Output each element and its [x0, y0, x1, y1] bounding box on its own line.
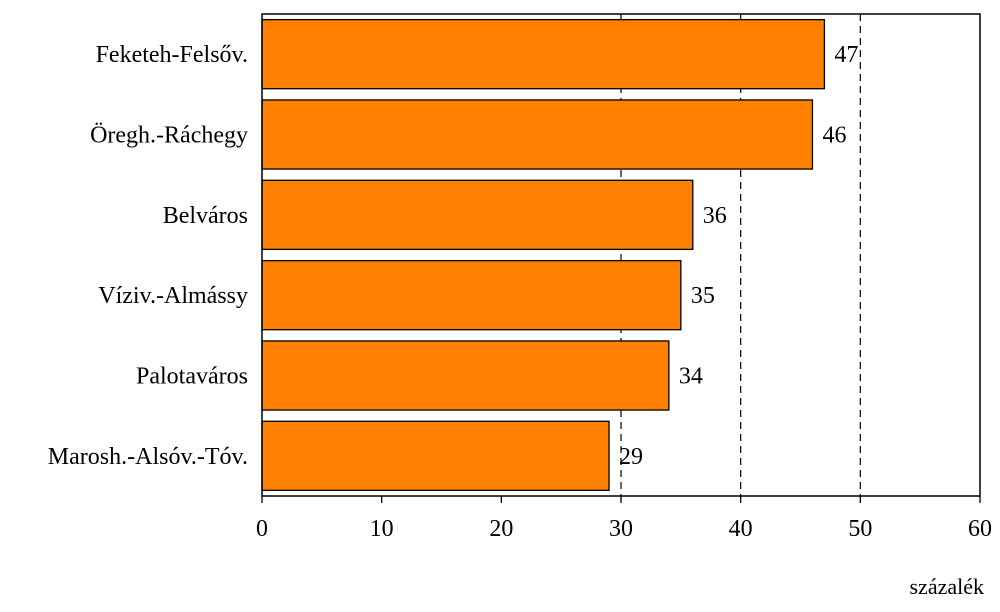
bar-3 — [261, 259, 682, 331]
x-tick-label-0: 0 — [256, 516, 268, 542]
bar-5 — [261, 420, 610, 492]
x-tick-label-40: 40 — [729, 516, 753, 542]
bar-1 — [261, 99, 814, 170]
data-labels: 47 46 36 35 34 29 — [619, 42, 858, 470]
category-label-3: Víziv.-Almássy — [98, 283, 248, 309]
gridlines — [620, 14, 861, 496]
x-tick-label-30: 30 — [609, 516, 633, 542]
bar-2 — [261, 179, 694, 251]
data-label-3: 35 — [691, 283, 715, 309]
x-tick-label-10: 10 — [370, 516, 394, 542]
plot-area-frame — [261, 13, 981, 497]
category-label-1: Öregh.-Ráchegy — [90, 123, 248, 149]
bar-4 — [261, 340, 670, 411]
x-axis-ticks: 0 10 20 30 40 50 60 — [256, 496, 992, 542]
category-label-2: Belváros — [163, 203, 248, 229]
data-label-1: 46 — [822, 123, 846, 149]
data-label-5: 29 — [619, 444, 643, 470]
category-label-0: Feketeh-Felsőv. — [96, 42, 248, 68]
x-tick-label-60: 60 — [968, 516, 992, 542]
bar-0 — [261, 18, 826, 90]
bars — [261, 18, 826, 492]
data-label-0: 47 — [834, 42, 858, 68]
category-label-5: Marosh.-Alsóv.-Tóv. — [48, 444, 248, 470]
x-axis-label: százalék — [910, 574, 985, 599]
data-label-4: 34 — [679, 364, 703, 390]
x-tick-label-20: 20 — [489, 516, 513, 542]
category-labels: Feketeh-Felsőv. Öregh.-Ráchegy Belváros Víz… — [48, 42, 248, 470]
data-label-2: 36 — [703, 203, 727, 229]
category-label-4: Palotaváros — [136, 364, 248, 390]
x-tick-label-50: 50 — [848, 516, 872, 542]
